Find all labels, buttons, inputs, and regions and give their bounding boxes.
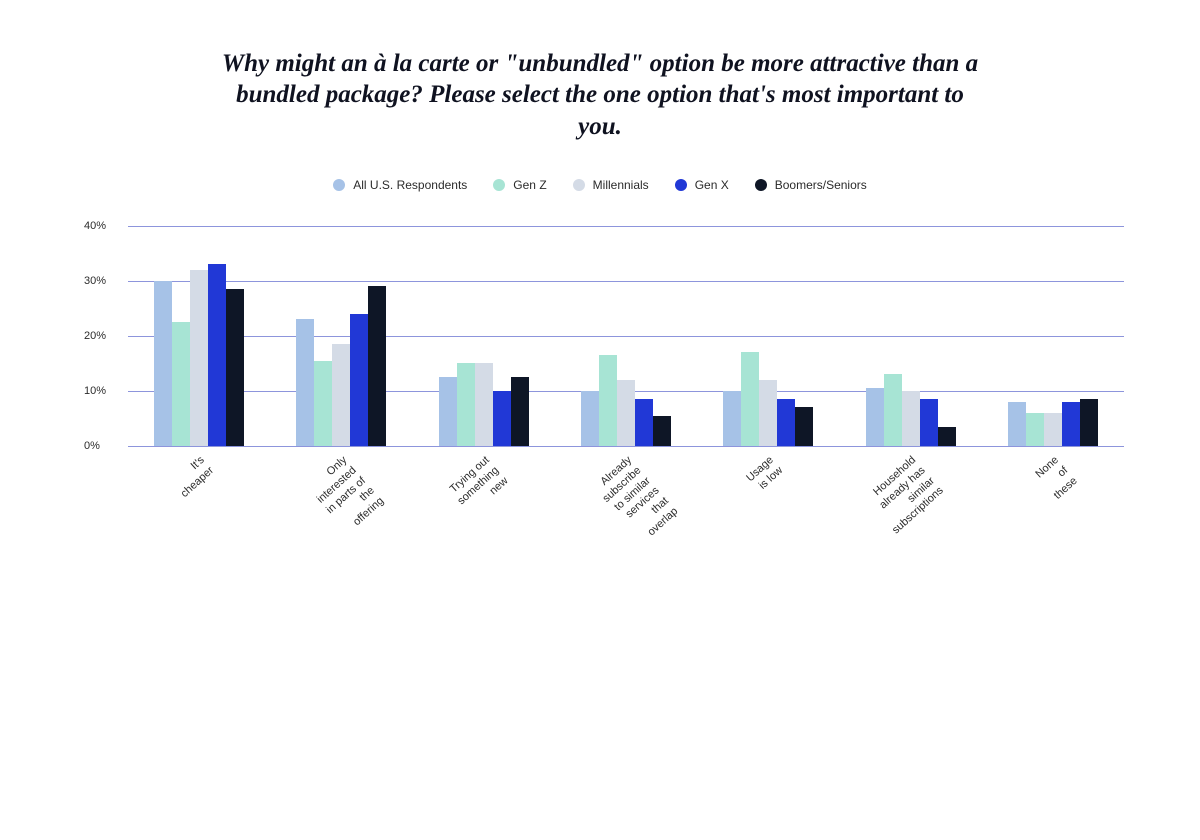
- bar-genx: [635, 399, 653, 446]
- legend-swatch-boomers: [755, 179, 767, 191]
- legend: All U.S. Respondents Gen Z Millennials Gen …: [68, 178, 1132, 192]
- x-tick-label: It's cheaper: [170, 454, 266, 555]
- bar-genx: [350, 314, 368, 446]
- bar-genx: [1062, 402, 1080, 446]
- legend-item-genz: Gen Z: [493, 178, 546, 192]
- bar-mill: [1044, 413, 1062, 446]
- bar-genz: [457, 363, 475, 446]
- x-tick-label: Usage is low: [745, 454, 836, 550]
- legend-swatch-genx: [675, 179, 687, 191]
- bar-genz: [1026, 413, 1044, 446]
- y-tick-label: 10%: [84, 385, 106, 397]
- y-tick-label: 40%: [84, 220, 106, 232]
- chart: 0%10%20%30%40% It's cheaperOnly interest…: [68, 226, 1132, 546]
- bar-genx: [208, 264, 226, 446]
- bar-boomers: [938, 427, 956, 446]
- bar-all: [723, 391, 741, 446]
- x-tick-label: Only interested in parts of the offering: [306, 454, 409, 561]
- bar-group: [1008, 226, 1098, 446]
- bar-group: [723, 226, 813, 446]
- legend-label-boomers: Boomers/Seniors: [775, 178, 867, 192]
- bar-boomers: [511, 377, 529, 446]
- bar-genz: [741, 352, 759, 446]
- legend-label-all: All U.S. Respondents: [353, 178, 467, 192]
- x-axis-labels: It's cheaperOnly interested in parts of …: [128, 446, 1124, 546]
- bar-all: [296, 319, 314, 446]
- bar-all: [581, 391, 599, 446]
- x-tick-label: None of these: [1033, 454, 1120, 546]
- bar-genx: [920, 399, 938, 446]
- bar-mill: [332, 344, 350, 446]
- bar-boomers: [368, 286, 386, 446]
- bar-groups: [128, 226, 1124, 446]
- bar-all: [1008, 402, 1026, 446]
- bar-boomers: [653, 416, 671, 446]
- x-tick-label: Household already has similar subscripti…: [863, 454, 978, 571]
- legend-item-mill: Millennials: [573, 178, 649, 192]
- legend-item-genx: Gen X: [675, 178, 729, 192]
- bar-group: [296, 226, 386, 446]
- bar-mill: [759, 380, 777, 446]
- bar-boomers: [795, 407, 813, 446]
- bar-mill: [475, 363, 493, 446]
- bar-group: [439, 226, 529, 446]
- chart-title: Why might an à la carte or "unbundled" o…: [220, 48, 980, 142]
- x-tick-label: Trying out something new: [446, 454, 551, 562]
- legend-item-all: All U.S. Respondents: [333, 178, 467, 192]
- legend-swatch-genz: [493, 179, 505, 191]
- legend-swatch-all: [333, 179, 345, 191]
- legend-label-mill: Millennials: [593, 178, 649, 192]
- legend-swatch-mill: [573, 179, 585, 191]
- bar-mill: [617, 380, 635, 446]
- y-tick-label: 0%: [84, 440, 100, 452]
- bar-boomers: [226, 289, 244, 446]
- x-tick-label: Already subscribe to similar services th…: [591, 454, 693, 560]
- legend-item-boomers: Boomers/Seniors: [755, 178, 867, 192]
- bar-mill: [190, 270, 208, 446]
- legend-label-genx: Gen X: [695, 178, 729, 192]
- bar-all: [866, 388, 884, 446]
- bar-genx: [777, 399, 795, 446]
- bar-genz: [314, 361, 332, 446]
- bar-group: [581, 226, 671, 446]
- y-tick-label: 20%: [84, 330, 106, 342]
- bar-mill: [902, 391, 920, 446]
- legend-label-genz: Gen Z: [513, 178, 546, 192]
- y-tick-label: 30%: [84, 275, 106, 287]
- bar-genz: [172, 322, 190, 446]
- bar-genz: [884, 374, 902, 446]
- bar-genx: [493, 391, 511, 446]
- bar-genz: [599, 355, 617, 446]
- bar-boomers: [1080, 399, 1098, 446]
- bar-group: [154, 226, 244, 446]
- bar-all: [439, 377, 457, 446]
- bar-group: [866, 226, 956, 446]
- plot-area: 0%10%20%30%40%: [128, 226, 1124, 446]
- bar-all: [154, 281, 172, 446]
